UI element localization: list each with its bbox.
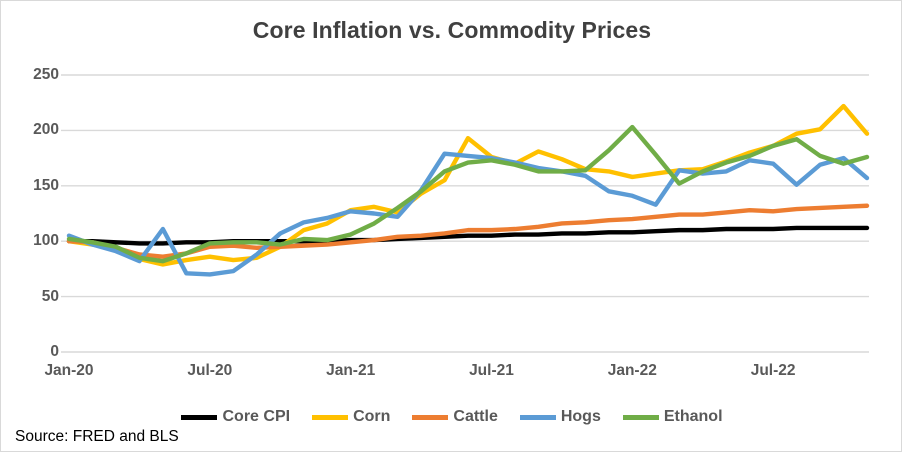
series-line-core-cpi [66,225,870,246]
y-tick-label-0: 0 [50,343,59,360]
chart-title: Core Inflation vs. Commodity Prices [252,17,652,43]
legend-item-cattle[interactable]: Cattle [412,408,498,425]
legend-label: Core CPI [222,408,291,425]
y-tick-label-100: 100 [33,232,59,250]
y-tick-label-250: 250 [33,66,59,83]
chart-legend: Core CPI Corn Cattle Hogs Ethanol [1,408,901,425]
y-tick-label-150: 150 [33,176,59,194]
x-tick-label-jan-22: Jan-22 [607,362,657,379]
legend-label: Corn [353,408,391,425]
x-tick-label-jul-22: Jul-22 [750,362,796,379]
legend-label: Ethanol [663,408,723,425]
source-note: Source: FRED and BLS [15,428,179,445]
legend-swatch-icon [412,414,449,420]
legend-swatch-icon [181,414,218,420]
legend-swatch-icon [519,414,556,420]
x-tick-label-jan-21: Jan-21 [326,362,376,379]
legend-label: Hogs [560,408,601,425]
legend-item-ethanol[interactable]: Ethanol [622,408,723,425]
legend-label: Cattle [453,408,498,425]
y-tick-label-50: 50 [41,287,59,305]
legend-item-hogs[interactable]: Hogs [519,408,601,425]
legend-swatch-icon [622,414,659,420]
series-lines [66,103,870,277]
series-line-hogs [66,151,870,277]
x-tick-label-jul-20: Jul-20 [187,362,233,379]
gridlines [61,74,869,353]
series-line-ethanol [66,124,870,264]
y-tick-label-200: 200 [33,121,59,139]
legend-item-corn[interactable]: Corn [312,409,390,425]
legend-swatch-icon [312,414,349,420]
x-tick-label-jan-20: Jan-20 [44,362,94,379]
series-line-cattle [66,203,870,259]
x-tick-label-jul-21: Jul-21 [469,362,514,379]
legend-item-core-cpi[interactable]: Core CPI [181,409,290,425]
